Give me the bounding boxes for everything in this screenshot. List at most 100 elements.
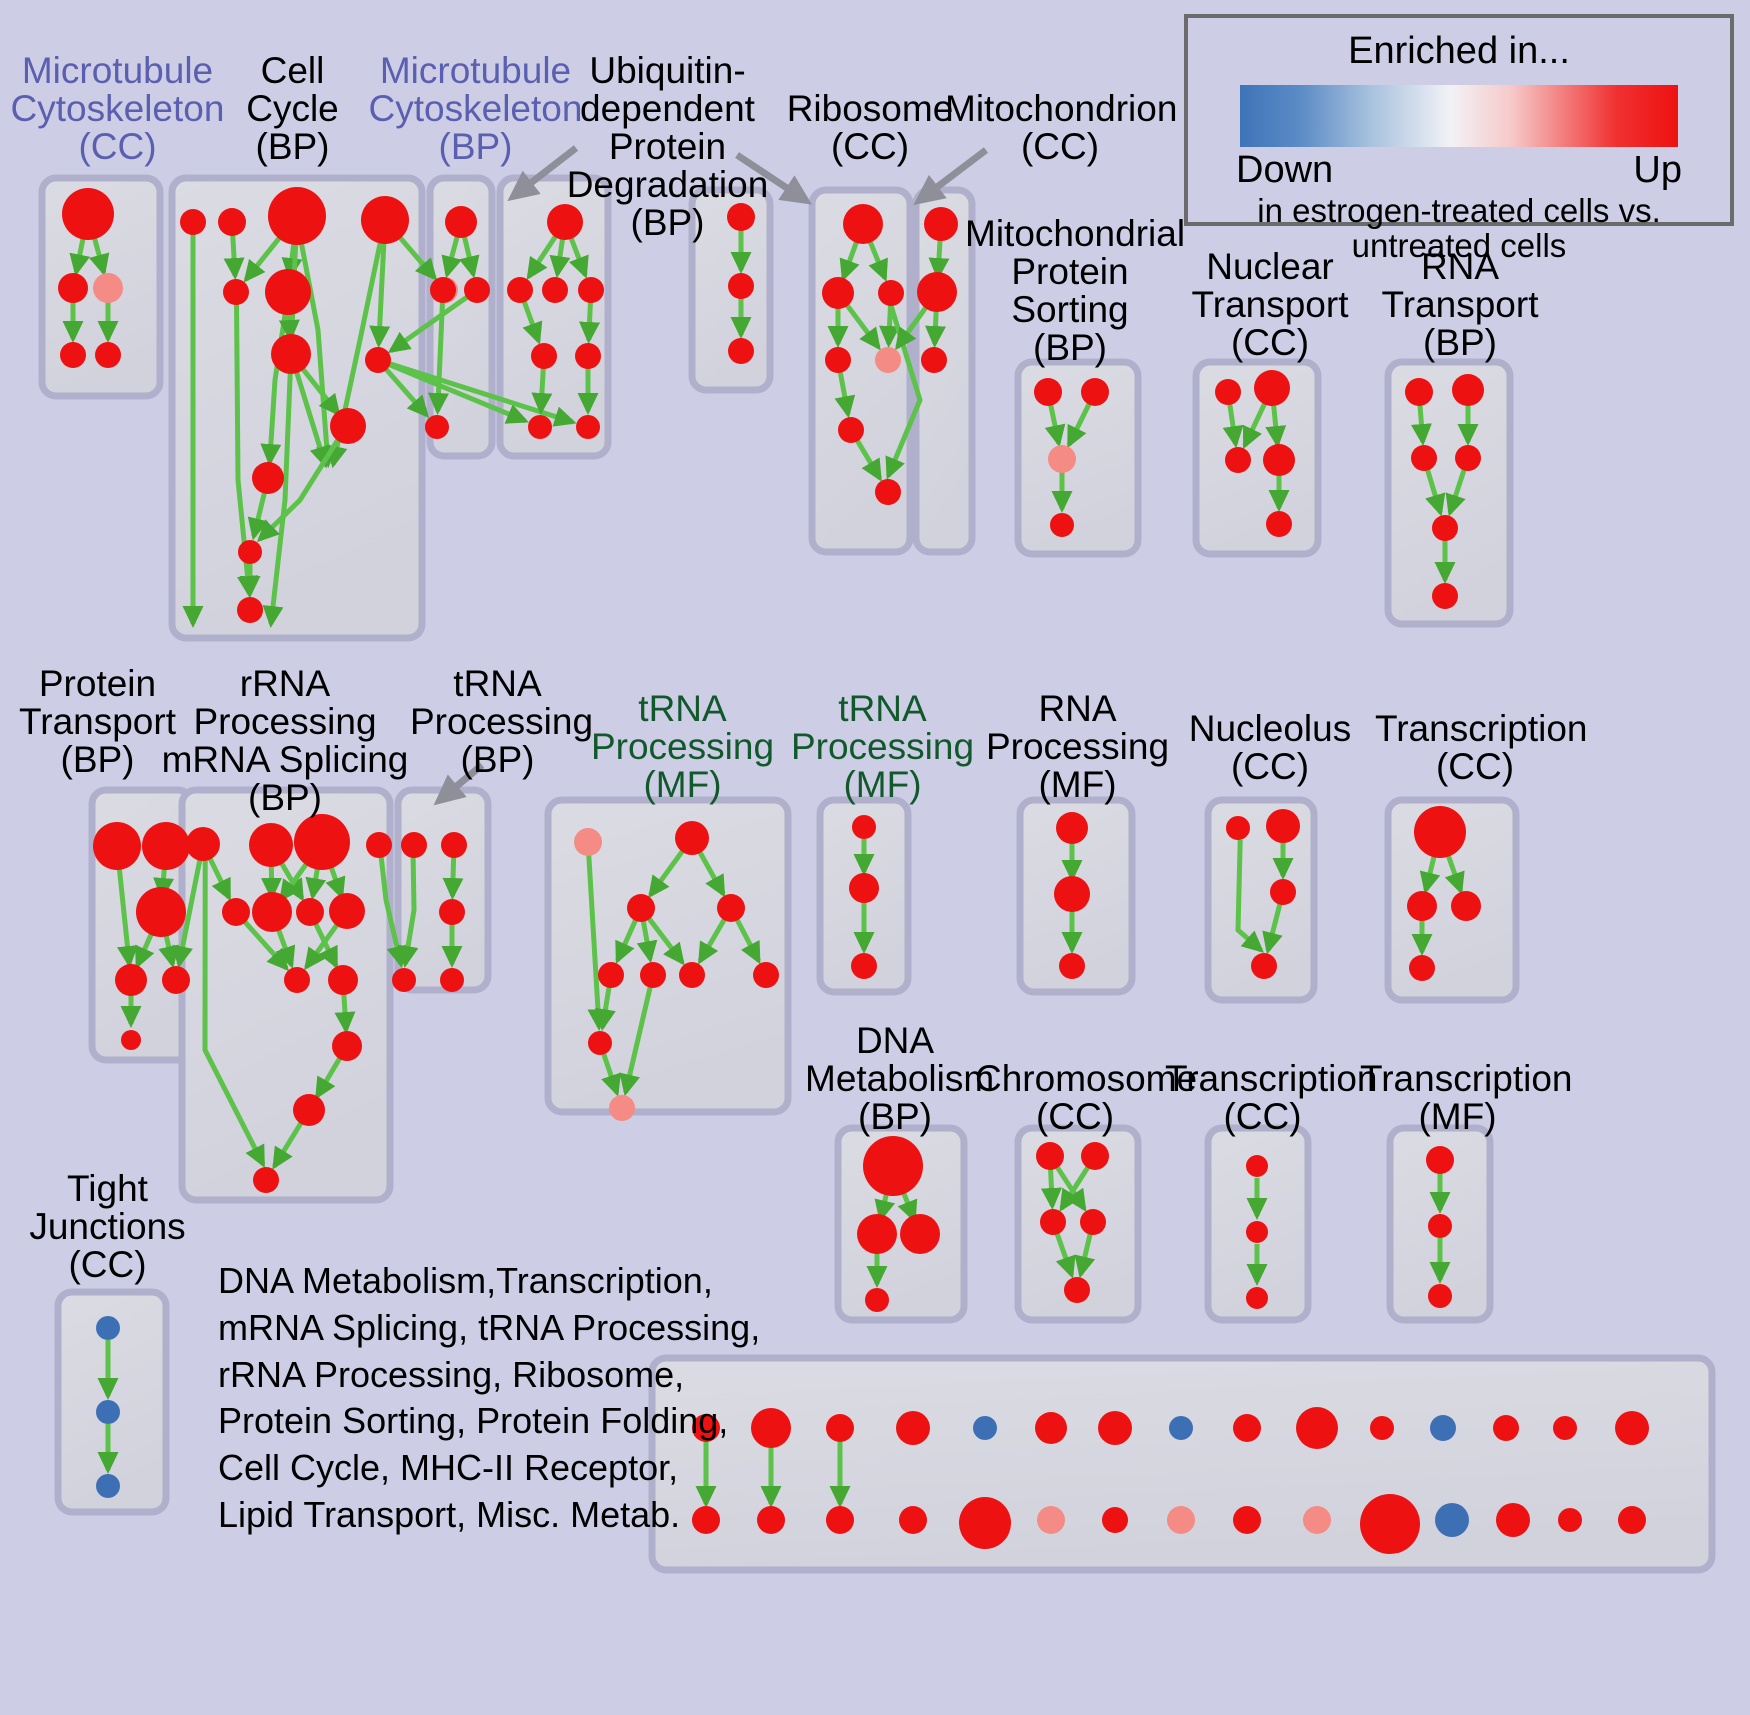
network-node: [1233, 1414, 1261, 1442]
network-node: [1303, 1506, 1331, 1534]
network-node: [1037, 1506, 1065, 1534]
network-node: [1493, 1415, 1519, 1441]
network-node: [238, 540, 262, 564]
network-node: [1040, 1209, 1066, 1235]
network-node: [268, 187, 326, 245]
legend-low-label: Down: [1236, 149, 1334, 191]
network-edge: [834, 371, 856, 419]
module-label-mitochondrion-cc: Mitochondrion (CC): [945, 88, 1178, 168]
network-node: [1059, 953, 1085, 979]
network-node: [959, 1497, 1011, 1549]
network-edge: [1044, 403, 1066, 448]
network-edge: [296, 361, 341, 417]
network-node: [1432, 515, 1458, 541]
network-node: [332, 1031, 362, 1061]
network-edge: [223, 233, 245, 281]
legend-sublabel: in estrogen-treated cells vs. untreated …: [1257, 192, 1661, 264]
network-node: [852, 815, 876, 839]
network-node: [878, 280, 904, 306]
network-node: [293, 1094, 325, 1126]
network-node: [692, 1506, 720, 1534]
network-node: [1254, 370, 1290, 406]
module-panel: [648, 1354, 1716, 1574]
network-edge: [272, 1118, 305, 1170]
network-node: [575, 343, 601, 369]
module-label-microtubule-cytoskeleton-bp: Microtubule Cytoskeleton (BP): [368, 50, 583, 168]
callout-arrows: [433, 145, 989, 806]
network-node: [598, 962, 624, 988]
network-node: [222, 898, 250, 926]
network-node: [329, 893, 365, 929]
network-edge: [441, 232, 462, 279]
network-node: [1246, 1221, 1268, 1243]
network-edge: [1040, 1167, 1062, 1211]
network-node: [899, 1506, 927, 1534]
network-node: [60, 342, 86, 368]
network-node: [1225, 447, 1251, 473]
network-edge: [1222, 403, 1244, 449]
network-node: [857, 1214, 897, 1254]
network-node: [1409, 955, 1435, 981]
network-node: [1432, 583, 1458, 609]
network-node: [58, 273, 88, 303]
network-node: [1246, 1287, 1268, 1309]
network-node: [1296, 1407, 1338, 1449]
network-edge: [315, 1055, 344, 1100]
network-node: [180, 209, 206, 235]
network-edge: [1265, 399, 1287, 449]
network-edge: [1059, 1164, 1091, 1212]
network-edge: [843, 301, 881, 351]
network-edge: [1074, 1233, 1096, 1279]
network-node: [588, 1031, 612, 1055]
network-node: [439, 899, 465, 925]
module-label-transcription-cc-2: Transcription (CC): [1165, 1058, 1378, 1138]
network-node: [576, 415, 600, 439]
network-edge: [384, 367, 430, 418]
network-node: [1263, 444, 1295, 476]
network-node: [507, 277, 533, 303]
network-node: [330, 408, 366, 444]
network-node: [95, 342, 121, 368]
network-node: [1167, 1506, 1195, 1534]
network-edge: [1054, 1232, 1076, 1279]
module-label-transcription-cc-1: Transcription (CC): [1375, 708, 1588, 788]
legend-title: Enriched in...: [1348, 30, 1570, 72]
network-edge: [526, 230, 561, 280]
network-node: [1215, 379, 1241, 405]
network-node: [1414, 806, 1466, 858]
network-node: [253, 1167, 279, 1193]
module-label-trna-processing-mf-2: tRNA Processing (MF): [790, 688, 975, 806]
module-panel: [496, 174, 612, 460]
network-node: [1455, 445, 1481, 471]
network-edge: [1410, 403, 1432, 447]
network-node: [542, 277, 568, 303]
network-node: [1246, 1155, 1268, 1177]
module-label-ubiquitin-dependent-protein-degradation-bp: Ubiquitin- dependent Protein Degradation…: [566, 50, 769, 244]
network-node: [851, 953, 877, 979]
network-edge: [648, 846, 687, 899]
network-node: [1036, 1142, 1064, 1170]
network-node: [223, 279, 249, 305]
network-node: [825, 347, 851, 373]
network-node: [728, 338, 754, 364]
network-node: [1558, 1508, 1582, 1532]
network-node: [1411, 445, 1437, 471]
network-edge: [531, 367, 553, 416]
network-node: [136, 887, 186, 937]
network-edge: [521, 300, 543, 345]
network-node: [1048, 445, 1076, 473]
network-node: [441, 832, 467, 858]
network-node: [924, 207, 958, 241]
legend-box: Enriched in... Down Up in estrogen-treat…: [1184, 14, 1734, 263]
network-node: [1451, 891, 1481, 921]
network-node: [863, 1136, 923, 1196]
network-node: [1270, 879, 1296, 905]
network-node: [1251, 953, 1277, 979]
module-label-microtubule-cytoskeleton-cc: Microtubule Cytoskeleton (CC): [10, 50, 225, 168]
network-edge: [292, 364, 330, 469]
network-node: [366, 832, 392, 858]
module-label-mitochondrial-protein-sorting-bp: Mitochondrial Protein Sorting (BP): [965, 213, 1186, 369]
network-node: [675, 821, 709, 855]
network-node: [728, 273, 754, 299]
